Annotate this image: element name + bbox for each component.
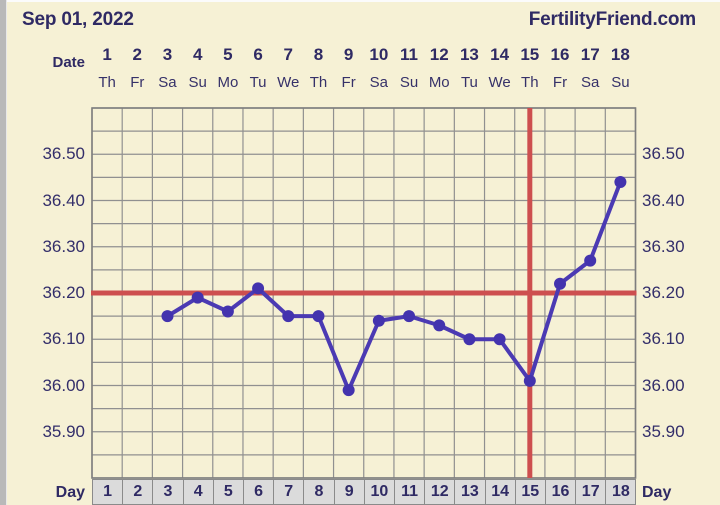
date-number: 12 [429,45,449,64]
weekday-label: We [488,74,511,91]
temp-point[interactable] [312,310,325,323]
temp-point[interactable] [614,176,627,188]
day-cell[interactable]: 11 [393,479,426,505]
date-number: 5 [223,45,233,64]
y-axis-label: 36.10 [642,329,685,349]
date-number: 3 [162,45,173,64]
temp-point[interactable] [342,384,355,397]
date-number: 11 [400,45,419,64]
y-axis-label: 36.00 [642,375,685,395]
weekday-label: Fr [130,74,145,91]
brand-link[interactable]: FertilityFriend.com [528,9,696,30]
date-number: 14 [490,45,510,64]
temp-point[interactable] [584,254,597,267]
date-number: 8 [313,45,324,64]
day-cell[interactable]: 18 [605,479,637,505]
weekday-label: Tu [249,74,267,91]
day-cell[interactable]: 14 [484,479,516,505]
weekday-label: Sa [158,74,177,91]
temp-point[interactable] [463,333,476,346]
temp-point[interactable] [282,310,295,323]
weekday-label: Sa [369,74,389,91]
temp-point[interactable] [554,277,567,290]
weekday-label: Mo [428,74,450,91]
y-axis-label: 36.20 [42,283,85,302]
date-number: 4 [192,45,203,64]
date-number: 1 [102,45,112,64]
weekday-label: Sa [581,74,600,91]
day-cell[interactable]: 9 [333,479,365,505]
date-row-label: Date [52,54,85,71]
weekday-label: Th [521,74,539,91]
day-cell[interactable]: 5 [212,479,244,505]
temp-point[interactable] [523,374,536,387]
date-number: 13 [459,45,479,64]
temp-point[interactable] [433,319,446,332]
weekday-label: Su [188,74,207,91]
day-cell[interactable]: 10 [363,479,395,505]
y-axis-label: 36.30 [642,236,685,256]
y-axis-label: 36.00 [42,375,85,395]
date-number: 15 [520,45,540,64]
weekday-label: Th [98,74,116,91]
date-number: 7 [283,45,293,64]
day-row-label-left: Day [55,484,85,501]
day-cell[interactable]: 8 [303,479,335,505]
temp-point[interactable] [221,305,234,318]
date-number: 10 [369,45,389,64]
y-axis-label: 36.50 [42,144,85,164]
day-cell[interactable]: 12 [424,479,456,505]
temperature-line [165,180,623,393]
day-cell[interactable]: 16 [544,479,577,505]
temp-point[interactable] [191,291,204,304]
temp-point[interactable] [403,310,416,323]
date-number: 9 [343,45,354,64]
y-axis-label: 35.90 [42,421,85,441]
y-axis-label: 36.10 [42,329,85,349]
day-cell[interactable]: 13 [454,479,486,505]
y-axis-label: 35.90 [642,421,685,441]
chart-start-date: Sep 01, 2022 [22,9,134,30]
day-cell[interactable]: 6 [242,479,275,505]
temp-point[interactable] [161,310,174,323]
y-axis-label: 36.50 [642,144,685,164]
temp-point[interactable] [493,333,506,346]
day-cell[interactable]: 2 [122,479,154,505]
top-edge-strip [0,0,720,2]
y-axis-label: 36.40 [42,190,85,210]
temp-point[interactable] [252,282,265,295]
weekday-label: Th [309,74,328,91]
left-edge-strip [0,0,7,505]
day-row-label-right: Day [642,484,672,501]
date-number: 18 [610,45,630,64]
day-cell[interactable]: 15 [514,479,546,505]
weekday-label: Mo [217,74,239,91]
date-number: 2 [132,45,143,64]
y-axis-label: 36.40 [642,190,685,210]
date-number: 6 [253,45,263,64]
weekday-label: We [277,74,300,91]
weekday-label: Su [611,74,630,91]
day-cell[interactable]: 4 [182,479,214,505]
date-number: 16 [550,45,570,64]
weekday-label: Fr [341,74,356,91]
day-cell[interactable]: 7 [273,479,305,505]
weekday-label: Tu [460,74,478,91]
temp-point[interactable] [372,314,385,327]
weekday-label: Su [399,74,419,91]
date-number: 17 [580,45,600,64]
day-cell[interactable]: 3 [152,479,184,505]
y-axis-label: 36.30 [42,236,85,256]
weekday-label: Fr [552,74,568,91]
day-cell[interactable]: 17 [575,479,607,505]
day-cell[interactable]: 1 [92,479,124,505]
y-axis-label: 36.20 [642,283,685,302]
